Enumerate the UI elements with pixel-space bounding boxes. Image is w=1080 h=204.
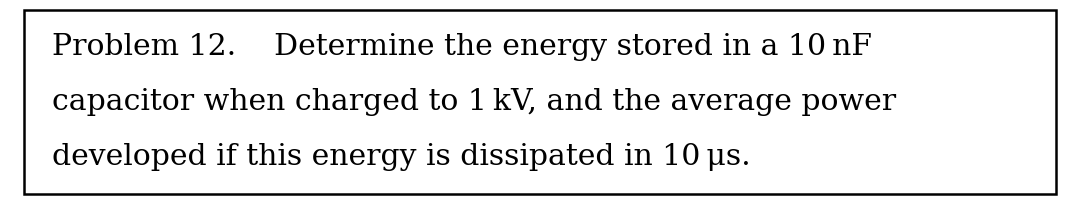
Text: capacitor when charged to 1 kV, and the average power: capacitor when charged to 1 kV, and the …: [52, 88, 896, 116]
Text: Problem 12.    Determine the energy stored in a 10 nF: Problem 12. Determine the energy stored …: [52, 33, 872, 61]
FancyBboxPatch shape: [24, 10, 1056, 194]
Text: developed if this energy is dissipated in 10 μs.: developed if this energy is dissipated i…: [52, 143, 751, 171]
